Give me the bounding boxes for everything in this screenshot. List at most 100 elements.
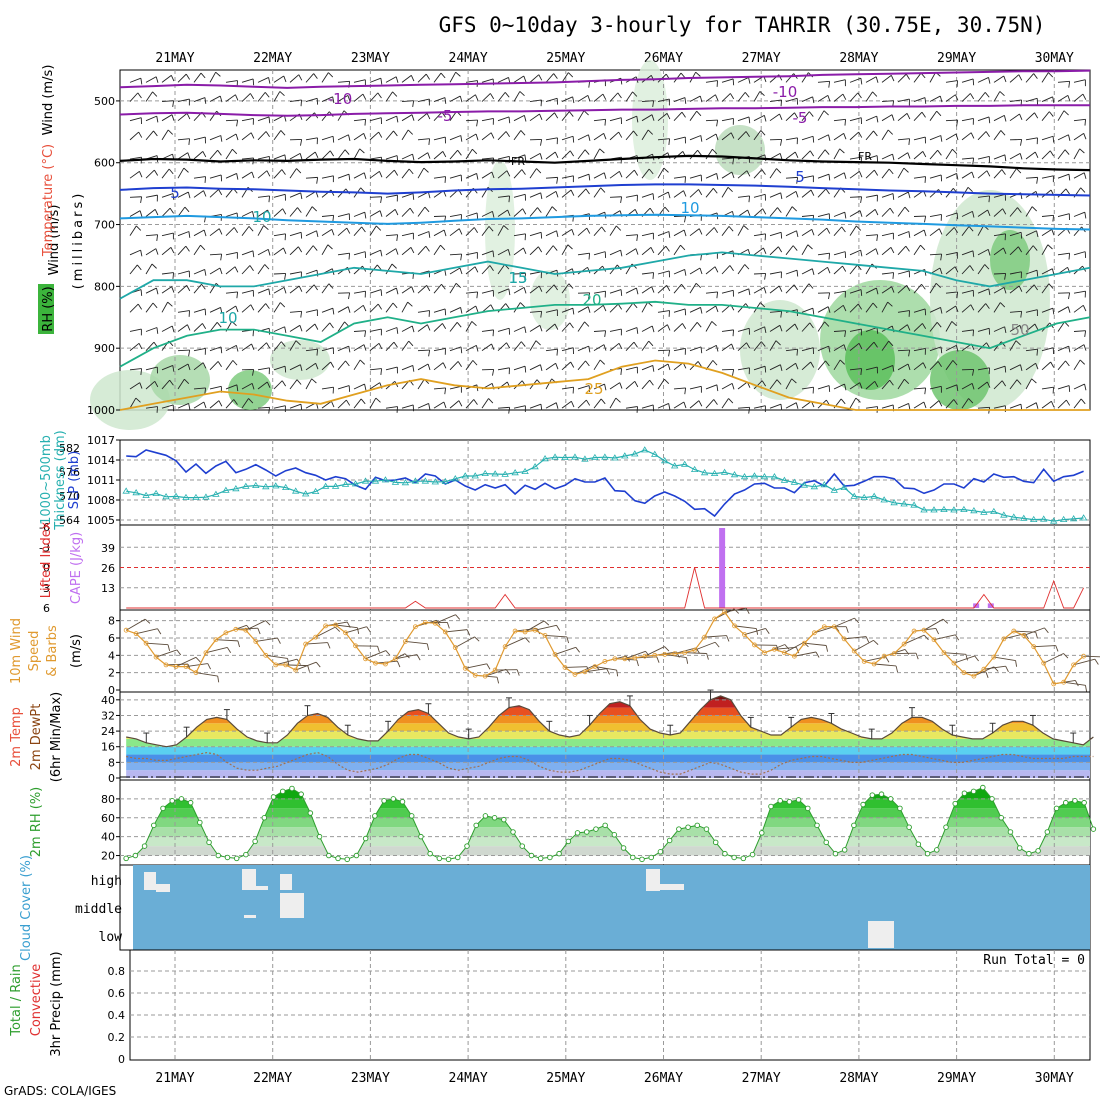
wind-speed-marker <box>891 651 897 656</box>
wind-barb <box>561 72 574 83</box>
bottom-date-axis: 21MAY 22MAY 23MAY 24MAY 25MAY 26MAY 27MAY 28MAY… <box>155 1071 1074 1086</box>
wind-barb <box>449 306 463 314</box>
wind-barb <box>305 362 319 371</box>
wind-barb <box>673 269 687 276</box>
thickness-marker <box>1030 515 1038 522</box>
slp-series <box>126 449 1084 518</box>
wind-barb <box>657 138 671 145</box>
wind-barb <box>945 266 959 275</box>
wind-barb <box>545 245 558 256</box>
thickness-marker <box>750 472 759 479</box>
temperature-isolines <box>119 69 1091 411</box>
wind-barb <box>257 406 271 414</box>
wind-barb <box>417 245 430 256</box>
wind-barb <box>769 379 782 390</box>
surface-barb <box>854 639 879 652</box>
thickness-marker <box>790 478 799 485</box>
cloud-box <box>144 872 156 890</box>
wind-barb <box>209 322 222 332</box>
wind-speed-marker <box>153 654 159 660</box>
rh-marker <box>399 798 406 805</box>
wind-barb <box>881 153 895 161</box>
wind-barb <box>401 100 415 108</box>
wind-barb <box>833 383 847 391</box>
rh-shade <box>530 270 570 330</box>
surface-barb <box>205 646 232 654</box>
wind-barb <box>945 94 959 102</box>
surface-barb <box>365 650 391 660</box>
wind-barb <box>849 131 863 141</box>
rh2m-panel: 20 40 60 80 <box>101 779 1097 866</box>
surface-barb <box>146 642 171 651</box>
rh-shade <box>740 300 820 400</box>
wind-barb <box>881 379 894 390</box>
surface-barbs <box>125 607 1100 692</box>
wind-barb <box>817 306 831 313</box>
rh-marker <box>583 829 590 835</box>
wind-barb <box>1073 148 1085 160</box>
wind-barb <box>129 368 143 375</box>
wind-barb <box>433 387 447 395</box>
wind-barb <box>721 187 733 198</box>
wind-barb <box>1073 93 1087 102</box>
wind-barb <box>321 347 334 354</box>
thickness-marker <box>242 482 250 489</box>
rh-marker <box>1090 826 1097 832</box>
rh-marker <box>676 826 682 832</box>
thickness-marker <box>830 486 838 493</box>
surface-barb <box>405 641 430 651</box>
wind-barb <box>305 206 318 217</box>
wind-barb <box>225 133 239 141</box>
wind-barb <box>897 73 911 83</box>
convective-label: Convective <box>29 964 44 1037</box>
wind-barb <box>561 189 575 198</box>
wind-barb <box>705 321 717 332</box>
wind-barb <box>929 149 942 160</box>
wind-barb <box>993 208 1007 217</box>
wind-barb <box>913 151 927 160</box>
wind-barb <box>529 99 542 107</box>
wind-barb <box>177 363 191 371</box>
cloud-level-label: high <box>91 874 122 889</box>
rh-marker <box>759 830 765 836</box>
temp-band <box>126 746 1090 755</box>
date-label-bottom: 25MAY <box>546 1071 585 1086</box>
slp-thickness-panel: 582 576 570 564 1017 1014 1011 1008 1005 <box>59 434 1091 527</box>
wind-barb <box>689 267 703 275</box>
wind-barb <box>833 93 847 102</box>
thickness-marker <box>700 469 709 476</box>
wind-barb <box>1057 149 1070 160</box>
wind-speed-marker <box>911 628 917 634</box>
rh-marker <box>722 850 728 857</box>
wind-barb <box>1073 211 1087 219</box>
thickness-marker <box>291 487 300 494</box>
wind-barb <box>513 91 525 102</box>
wind-barb <box>449 385 462 393</box>
wind-barb <box>273 286 287 294</box>
wind-barb <box>545 230 559 238</box>
wind-barb <box>145 366 158 374</box>
thickness-marker <box>910 501 918 508</box>
wind-barb <box>817 345 831 353</box>
wind-barb <box>465 344 479 352</box>
rh-marker <box>841 847 848 853</box>
surface-barb <box>744 628 770 635</box>
wind-barb <box>1057 94 1071 102</box>
thickness-marker <box>431 478 440 485</box>
rh-marker <box>657 849 664 855</box>
wind-barb <box>929 385 942 393</box>
isoline--10 <box>119 69 1091 89</box>
surface-barb <box>724 607 750 614</box>
wind-barb <box>785 323 799 332</box>
wind-barb <box>289 310 303 318</box>
wind-barb <box>497 170 511 179</box>
wind-barb <box>673 387 687 395</box>
rh-marker <box>1062 799 1069 806</box>
wind-barb <box>609 328 622 336</box>
wind-barb <box>577 385 591 392</box>
wind-barb <box>849 210 863 217</box>
wind-barb <box>497 116 511 124</box>
wind-barb <box>209 346 223 354</box>
wind-barb <box>865 115 879 123</box>
wind-barb <box>129 264 142 275</box>
